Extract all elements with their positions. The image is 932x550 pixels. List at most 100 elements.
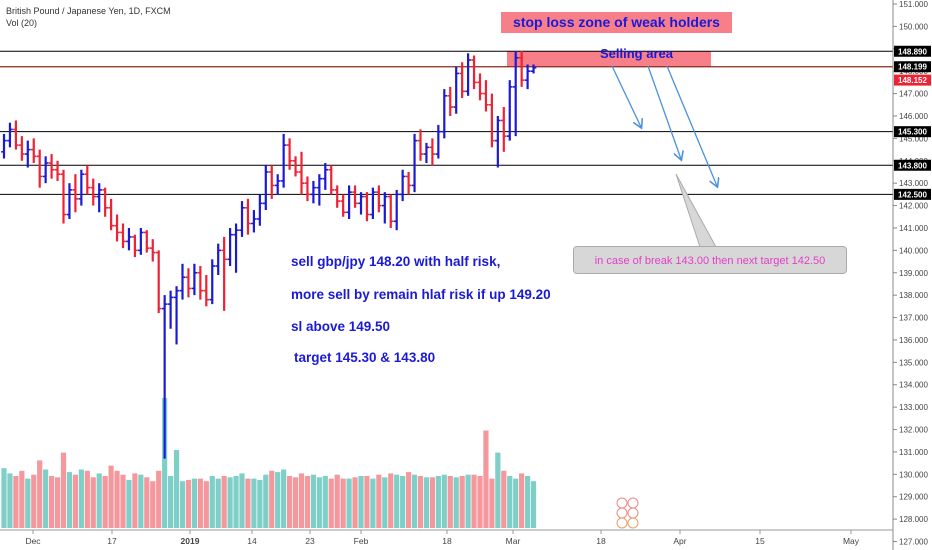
trade-note-stop: sl above 149.50: [291, 319, 391, 334]
volume-bar: [465, 474, 471, 528]
projection-arrows: [611, 65, 717, 186]
volume-bar: [60, 452, 67, 528]
y-tick-label: 137.000: [899, 314, 928, 323]
volume-indicator-label: Vol (20): [6, 18, 38, 28]
volume-bar: [233, 476, 239, 528]
volume-bar: [78, 469, 84, 528]
x-tick-label: 15: [755, 536, 765, 546]
trade-note-entry: sell gbp/jpy 148.20 with half risk,: [291, 254, 501, 269]
volume-bar: [346, 478, 352, 528]
volume-bar: [423, 477, 430, 528]
volume-bar: [489, 478, 495, 528]
trade-note-target: target 145.30 & 143.80: [294, 350, 436, 365]
ohlc-bar: [471, 55, 477, 90]
ohlc-bar: [138, 227, 144, 255]
volume-bar: [13, 476, 19, 528]
price-line-label: 148.199: [898, 63, 927, 72]
volume-bar: [388, 473, 394, 528]
volume-bar: [435, 476, 441, 528]
ohlc-bar: [245, 198, 251, 235]
volume-bar: [138, 474, 144, 528]
ohlc-bar: [96, 183, 102, 213]
y-tick-label: 146.000: [899, 112, 928, 121]
volume-bar: [132, 473, 138, 528]
volume-bar: [19, 470, 25, 528]
volume-bar: [25, 478, 31, 528]
ohlc-bar: [191, 263, 198, 296]
volume-bar: [322, 476, 328, 528]
volume-bar: [471, 474, 477, 528]
ohlc-bar: [78, 169, 85, 206]
volume-bar: [530, 481, 537, 528]
volume-bar: [417, 476, 424, 528]
ohlc-bar: [370, 187, 376, 220]
ohlc-bar: [263, 165, 269, 211]
volume-bar: [400, 476, 406, 528]
ohlc-bar: [429, 138, 436, 166]
last-price-label-bg: [894, 74, 931, 86]
ohlc-bar: [387, 194, 394, 228]
callout-pointer: [675, 173, 717, 248]
volume-bar: [221, 476, 227, 528]
volume-bar: [96, 473, 102, 528]
x-tick-label: 18: [596, 536, 606, 546]
volume-bar: [43, 469, 49, 528]
x-tick-label: 14: [247, 536, 257, 546]
level-label-bg: [894, 188, 931, 200]
volume-bar: [84, 470, 90, 528]
volume-bar: [150, 481, 156, 528]
ohlc-bar: [209, 259, 216, 305]
ohlc-bar: [399, 169, 406, 202]
volume-bar: [185, 479, 192, 528]
y-tick-label: 138.000: [899, 291, 928, 300]
volume-bar: [287, 476, 293, 528]
ohlc-bar: [221, 236, 227, 311]
ohlc-bar: [114, 214, 120, 242]
volume-bar: [72, 474, 78, 528]
volume-bar: [54, 477, 61, 528]
level-label-bg: [894, 45, 931, 57]
ohlc-bar: [459, 62, 465, 99]
ohlc-bar: [251, 210, 257, 233]
ohlc-bar: [239, 201, 245, 237]
volume-bar: [179, 481, 186, 528]
y-tick-label: 129.000: [899, 493, 928, 502]
volume-bar: [406, 472, 412, 528]
ohlc-bar: [292, 156, 299, 177]
ohlc-bar: [441, 89, 448, 139]
x-tick-label: Apr: [673, 536, 686, 546]
ohlc-bar: [310, 180, 317, 204]
ohlc-bar: [173, 286, 180, 345]
volume-bar: [507, 476, 513, 528]
x-tick-label: 2019: [181, 536, 200, 546]
ohlc-bar: [411, 133, 418, 193]
ohlc-bar: [7, 122, 13, 148]
projection-arrow: [666, 65, 717, 186]
ohlc-bar: [518, 51, 525, 87]
volume-bar: [251, 478, 257, 528]
x-tick-label: 17: [107, 536, 117, 546]
ohlc-bar: [506, 80, 513, 141]
volume-bar: [382, 477, 388, 528]
volume-bar: [173, 450, 180, 528]
ohlc-bar: [489, 93, 495, 148]
volume-bar: [364, 476, 370, 528]
volume-bar: [429, 477, 435, 528]
ohlc-bar: [334, 185, 340, 208]
ohlc-bar: [197, 266, 204, 300]
ohlc-bar: [286, 138, 293, 170]
y-tick-label: 147.000: [899, 90, 928, 99]
volume-bar: [239, 473, 245, 528]
ohlc-bar: [435, 124, 442, 159]
ohlc-bar: [483, 80, 489, 112]
volume-bar: [334, 474, 340, 528]
ohlc-bar: [90, 178, 97, 206]
ohlc-bar: [530, 64, 537, 74]
x-tick-label: 18: [442, 536, 452, 546]
volume-event-icons: [616, 497, 639, 529]
ohlc-bar: [60, 169, 67, 224]
volume-bar: [1, 468, 7, 528]
price-axis-bg: [893, 0, 932, 550]
ohlc-bar: [120, 223, 126, 249]
volume-bar: [257, 479, 263, 528]
